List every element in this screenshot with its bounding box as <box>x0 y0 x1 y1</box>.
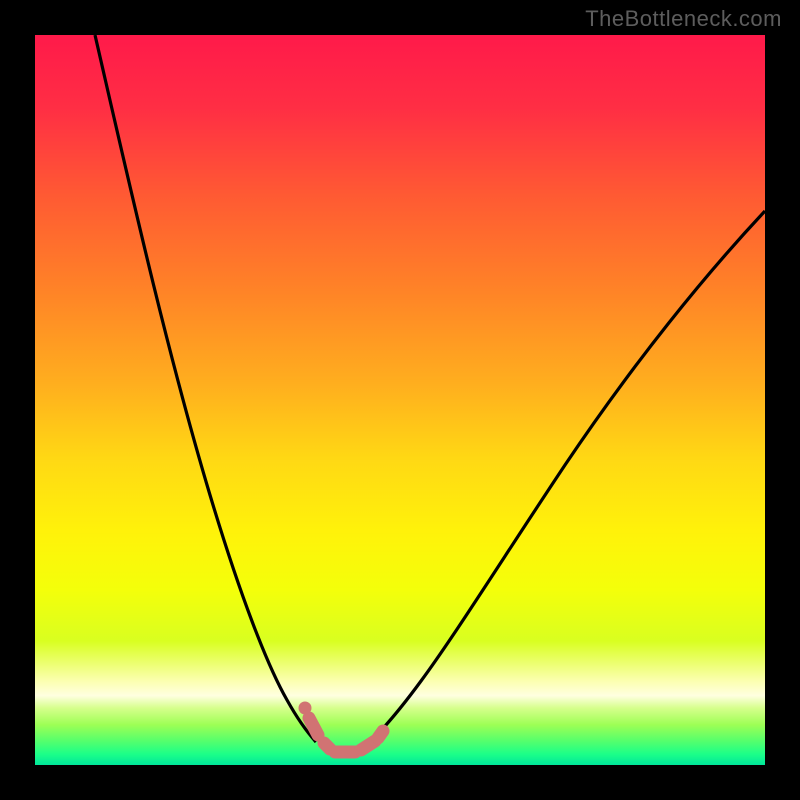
watermark-text: TheBottleneck.com <box>585 6 782 32</box>
gradient-background <box>35 35 765 765</box>
trough-segment <box>378 731 383 738</box>
trough-segment <box>309 718 318 735</box>
chart-plot-area <box>35 35 765 765</box>
trough-segment <box>324 743 330 749</box>
trough-segment <box>361 741 375 750</box>
chart-svg <box>35 35 765 765</box>
